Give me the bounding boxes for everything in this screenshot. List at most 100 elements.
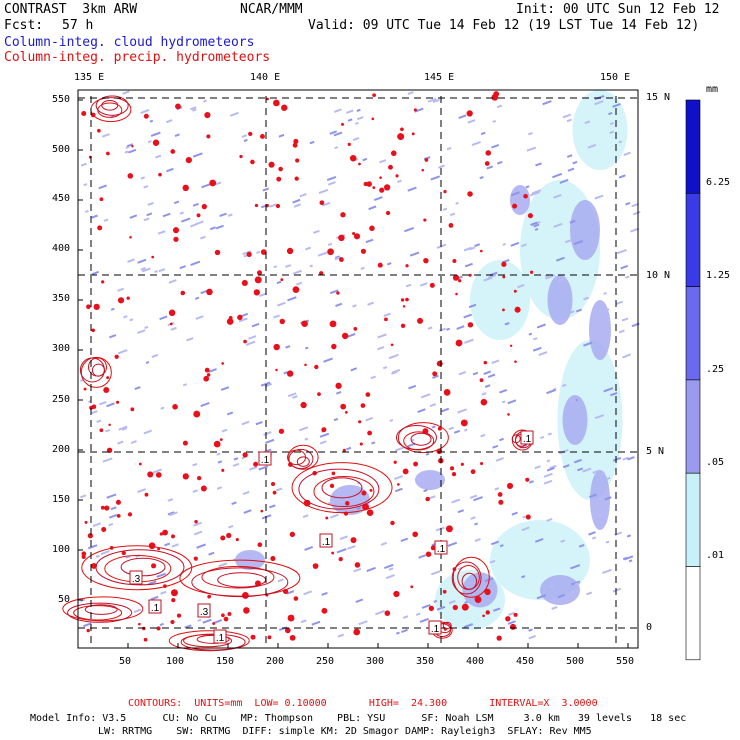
precip-cell <box>331 343 337 350</box>
precip-cell <box>354 562 361 568</box>
precip-cell <box>250 634 256 640</box>
precip-contour <box>120 557 166 577</box>
precip-cell <box>243 607 250 614</box>
cloud-streak <box>355 121 359 125</box>
precip-cell <box>367 430 373 436</box>
cloud-streak <box>494 487 500 491</box>
precip-cell <box>138 462 142 466</box>
precip-cell <box>452 604 458 611</box>
precip-cell <box>300 401 307 409</box>
precip-cell <box>194 520 198 524</box>
cloud-streak <box>98 184 107 190</box>
cloud-streak <box>255 420 263 426</box>
contour-label-box <box>129 570 143 585</box>
cloud-streak <box>584 120 591 125</box>
precip-cell <box>425 496 430 502</box>
cloud-streak <box>87 544 98 550</box>
precip-cell <box>97 225 103 231</box>
precip-cell <box>493 91 500 97</box>
precip-cell <box>327 248 334 256</box>
cloud-streak <box>610 391 618 397</box>
precip-cell <box>295 158 300 163</box>
precip-contour <box>73 605 123 621</box>
precip-cell <box>452 259 457 264</box>
precip-cell <box>152 139 160 146</box>
cloud-streak <box>427 97 437 103</box>
cloud-streak <box>521 575 526 579</box>
cloud-streak <box>137 329 146 334</box>
precip-cell <box>397 133 405 141</box>
precip-cell <box>484 588 491 596</box>
cloud-streak <box>612 103 621 108</box>
cloud-streak <box>140 176 146 180</box>
lat-label-15: 15 N <box>646 92 671 103</box>
cloud-streak <box>572 160 578 165</box>
cloud-streak <box>463 623 474 629</box>
precip-cell <box>221 613 225 618</box>
precip-cell <box>131 144 134 148</box>
cloud-streak <box>148 580 157 586</box>
cloud-streak <box>302 514 309 519</box>
cloud-streak <box>109 334 117 339</box>
precip-cell <box>121 550 126 556</box>
precip-cell <box>340 212 346 218</box>
precip-cell <box>498 499 504 505</box>
cloud-streak <box>467 119 476 124</box>
precip-contour <box>179 559 301 597</box>
cloud-streak <box>458 370 467 376</box>
colorbar-segment <box>685 472 701 567</box>
cloud-streak <box>286 590 295 595</box>
precip-cell <box>527 213 533 219</box>
cloud-streak <box>435 526 445 532</box>
precip-contour <box>296 456 310 467</box>
cloud-streak <box>329 513 339 519</box>
lon-label-140: 140 E <box>250 72 281 83</box>
precip-cell <box>260 509 264 513</box>
precip-cell <box>321 427 327 433</box>
precip-cell <box>390 150 397 157</box>
cloud-streak <box>401 628 408 633</box>
precip-cell <box>286 370 294 377</box>
cloud-streak <box>346 332 356 338</box>
precip-contour <box>217 572 267 588</box>
cloud-streak <box>192 202 199 207</box>
precip-cell <box>384 317 388 322</box>
contour-label-box <box>520 430 534 445</box>
cloud-streak <box>521 526 530 532</box>
cloud-streak <box>451 498 461 504</box>
precip-cell <box>212 622 216 626</box>
cloud-streak <box>612 587 622 593</box>
cloud-streak <box>386 262 392 266</box>
cloud-streak <box>202 618 212 624</box>
precip-cell <box>239 154 243 159</box>
precip-cell <box>513 612 518 617</box>
cloud-streak <box>273 265 278 269</box>
cloud-streak <box>543 472 553 478</box>
cloud-streak <box>346 109 354 114</box>
precip-contour <box>452 556 490 598</box>
precip-cell <box>405 264 409 268</box>
precip-cell <box>372 93 377 98</box>
cloud-streak <box>458 114 467 119</box>
cloud-streak <box>618 174 626 179</box>
cloud-streak <box>540 435 545 440</box>
cloud-streak <box>150 595 159 601</box>
cloud-streak <box>370 375 376 380</box>
precip-cell <box>468 273 472 277</box>
cloud-streak <box>220 386 230 391</box>
cloud-streak <box>190 106 197 111</box>
x-tick-label: 200 <box>266 656 285 667</box>
cloud-streak <box>263 431 272 436</box>
cloud-streak <box>158 268 166 273</box>
cloud-streak <box>229 111 239 117</box>
precip-cell <box>514 360 517 363</box>
cloud-streak <box>321 201 331 207</box>
cloud-streak <box>203 99 207 103</box>
cloud-streak <box>620 264 629 270</box>
y-tick-label: 350 <box>52 293 71 304</box>
precip-cell <box>214 249 221 256</box>
precip-cell <box>402 468 409 475</box>
precip-contour <box>180 633 246 651</box>
cloud-streak <box>143 429 152 435</box>
cloud-streak <box>628 559 633 563</box>
